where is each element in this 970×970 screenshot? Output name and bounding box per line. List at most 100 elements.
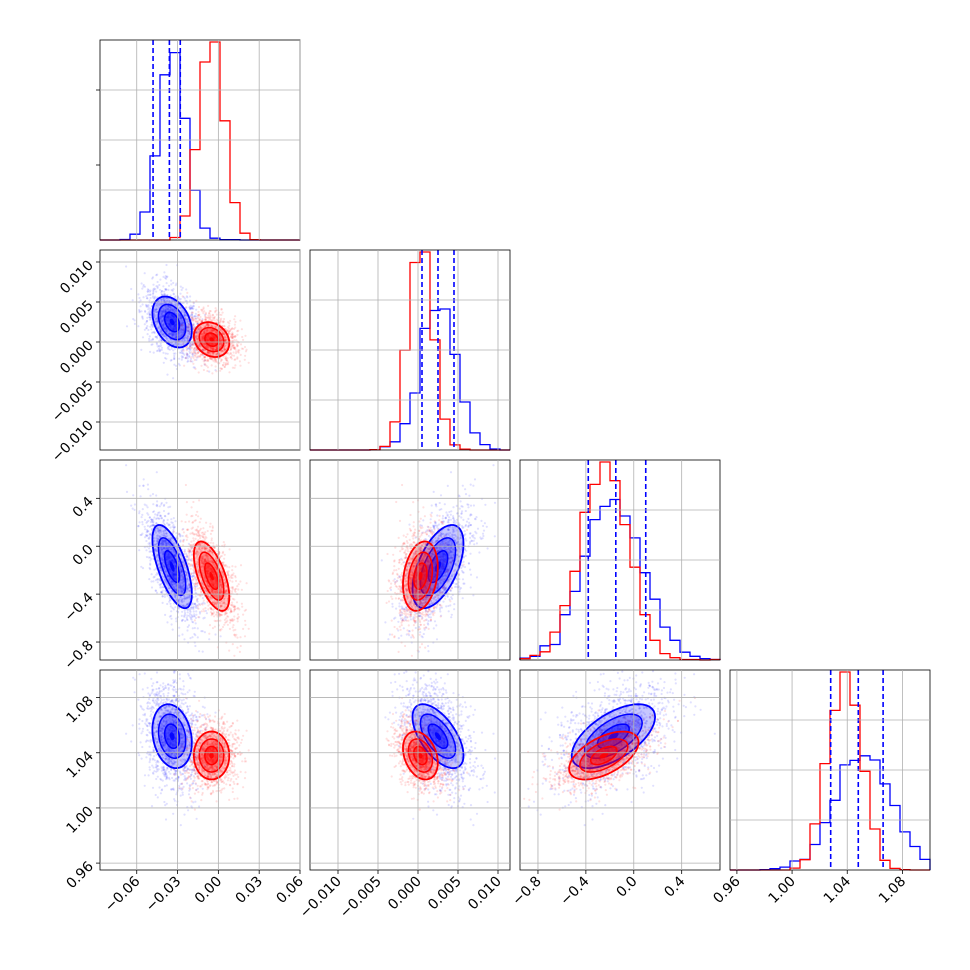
scatter-point <box>168 553 171 556</box>
scatter-point <box>237 583 240 586</box>
scatter-point <box>179 317 182 320</box>
scatter-point <box>172 327 175 330</box>
scatter-point <box>180 324 183 327</box>
scatter-point <box>152 576 155 579</box>
scatter-point <box>198 330 201 333</box>
scatter-point <box>177 560 180 563</box>
scatter-point <box>179 324 182 327</box>
scatter-point <box>208 316 211 319</box>
scatter-point <box>193 317 196 320</box>
scatter-point <box>186 596 189 599</box>
scatter-point <box>194 588 197 591</box>
scatter-point <box>165 319 169 323</box>
scatter-point <box>148 335 151 338</box>
scatter-point <box>186 584 189 587</box>
scatter-point <box>192 304 195 307</box>
scatter-point <box>162 323 165 326</box>
scatter-point <box>234 352 238 355</box>
scatter-point <box>172 377 175 380</box>
scatter-point <box>194 320 197 323</box>
scatter-point <box>169 332 172 335</box>
scatter-point <box>186 578 189 581</box>
scatter-point <box>142 296 145 299</box>
scatter-point <box>172 315 175 318</box>
scatter-point <box>190 606 193 609</box>
scatter-point <box>158 529 162 532</box>
scatter-point <box>220 329 224 332</box>
scatter-point <box>157 347 161 350</box>
scatter-point <box>171 332 174 335</box>
scatter-point <box>230 357 233 360</box>
scatter-point <box>192 327 195 330</box>
scatter-point <box>151 325 154 328</box>
scatter-point <box>208 370 211 373</box>
scatter-point <box>206 334 209 337</box>
scatter-point <box>170 313 173 316</box>
scatter-point <box>201 348 204 351</box>
scatter-point <box>209 347 212 350</box>
scatter-point <box>178 351 181 354</box>
scatter-point <box>178 598 181 601</box>
scatter-point <box>169 505 172 508</box>
scatter-point <box>225 359 228 362</box>
scatter-point <box>159 514 162 517</box>
scatter-point <box>160 348 163 351</box>
scatter-point <box>160 557 163 560</box>
scatter-point <box>184 597 187 600</box>
scatter-point <box>195 348 198 351</box>
scatter-point <box>172 315 175 318</box>
scatter-point <box>196 313 199 316</box>
scatter-point <box>219 369 222 372</box>
scatter-point <box>224 357 227 360</box>
scatter-point <box>180 570 183 574</box>
scatter-point <box>169 316 172 319</box>
scatter-point <box>181 323 184 326</box>
scatter-point <box>156 337 159 340</box>
scatter-point <box>207 352 210 355</box>
scatter-point <box>182 580 185 583</box>
scatter-point <box>197 371 200 374</box>
scatter-point <box>211 330 214 333</box>
scatter-point <box>172 309 175 313</box>
scatter-point <box>160 317 163 320</box>
scatter-point <box>180 570 183 573</box>
scatter-point <box>162 546 166 549</box>
scatter-point <box>191 576 194 579</box>
scatter-point <box>142 285 145 288</box>
scatter-point <box>205 323 208 326</box>
scatter-point <box>188 612 191 615</box>
scatter-point <box>209 315 212 318</box>
scatter-point <box>198 317 201 320</box>
scatter-point <box>210 329 213 332</box>
scatter-point <box>200 320 203 323</box>
scatter-point <box>167 560 170 564</box>
scatter-point <box>194 317 197 320</box>
scatter-point <box>231 366 234 369</box>
scatter-point <box>142 283 145 287</box>
scatter-point <box>153 543 156 546</box>
scatter-point <box>210 358 213 361</box>
scatter-point <box>184 357 187 360</box>
scatter-point <box>206 329 209 332</box>
scatter-point <box>160 330 163 333</box>
scatter-point <box>216 345 219 348</box>
scatter-point <box>185 348 189 351</box>
scatter-point <box>234 358 237 361</box>
scatter-point <box>162 551 165 555</box>
scatter-point <box>229 328 232 331</box>
scatter-point <box>234 335 237 338</box>
scatter-point <box>163 530 166 533</box>
scatter-point <box>168 305 172 308</box>
scatter-point <box>231 335 234 338</box>
scatter-point <box>192 606 195 609</box>
scatter-point <box>159 315 162 318</box>
scatter-point <box>205 329 208 332</box>
scatter-point <box>191 620 194 623</box>
scatter-point <box>175 536 178 540</box>
scatter-point <box>160 591 163 594</box>
scatter-point <box>233 347 236 350</box>
scatter-point <box>203 332 206 335</box>
scatter-point <box>210 539 213 542</box>
scatter-point <box>224 362 228 365</box>
scatter-point <box>188 609 191 612</box>
